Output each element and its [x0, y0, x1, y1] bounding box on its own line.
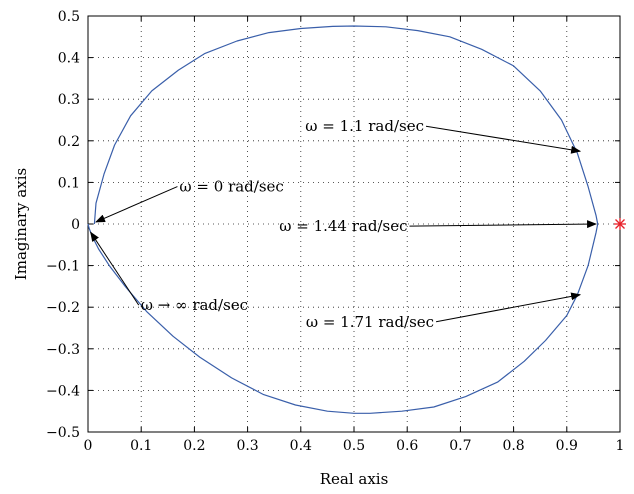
- y-tick-label: −0.3: [46, 342, 80, 358]
- annotation-arrow: [435, 292, 582, 323]
- x-tick-label: 0.1: [130, 438, 152, 454]
- annotation-arrow: [409, 220, 598, 229]
- y-tick-label: 0.3: [58, 92, 80, 108]
- x-tick-label: 0.9: [556, 438, 578, 454]
- annotation-label: ω = 0 rad/sec: [179, 178, 283, 196]
- annotation-label: ω = 1.1 rad/sec: [305, 117, 424, 135]
- y-tick-label: 0.1: [58, 175, 80, 191]
- nyquist-curve: [87, 25, 599, 414]
- y-tick-label: −0.5: [46, 425, 80, 441]
- x-tick-label: 0.6: [396, 438, 418, 454]
- axis-ticks: 0 0.1 0.2 0.3 0.4 0.5 0.6 0.7 0.8 0.9 1 0.5 0.4 0.3 0.…: [46, 9, 624, 454]
- y-tick-label: 0.2: [58, 134, 80, 150]
- y-tick-label: −0.4: [46, 383, 80, 399]
- x-tick-label: 0.3: [236, 438, 258, 454]
- x-tick-label: 0: [84, 438, 93, 454]
- x-tick-label: 0.4: [290, 438, 312, 454]
- y-axis-title: Imaginary axis: [12, 168, 30, 280]
- y-tick-label: 0.4: [58, 51, 80, 67]
- annotation-label: ω = 1.71 rad/sec: [306, 313, 434, 331]
- annotation-arrow: [90, 231, 140, 306]
- annotation-label: ω = 1.44 rad/sec: [279, 217, 407, 235]
- annotation-arrow: [425, 125, 582, 154]
- y-tick-label: −0.2: [46, 300, 80, 316]
- annotation-arrow: [95, 186, 178, 223]
- series-layer: [87, 25, 626, 414]
- y-tick-label: −0.1: [46, 259, 80, 275]
- x-tick-label: 0.7: [449, 438, 471, 454]
- grid-lines: [88, 16, 620, 432]
- x-tick-label: 0.8: [502, 438, 524, 454]
- x-axis-title: Real axis: [320, 470, 389, 488]
- annotations-layer: ω = 0 rad/sec ω = 1.1 rad/sec ω = 1.44 rad…: [90, 117, 598, 331]
- annotation-label: ω → ∞ rad/sec: [141, 296, 248, 314]
- y-tick-label: 0: [71, 217, 80, 233]
- x-tick-label: 0.2: [183, 438, 205, 454]
- x-tick-label: 0.5: [343, 438, 365, 454]
- critical-point-marker: [614, 218, 626, 230]
- x-tick-label: 1: [616, 438, 625, 454]
- y-tick-label: 0.5: [58, 9, 80, 25]
- marker-stroke: [615, 219, 625, 229]
